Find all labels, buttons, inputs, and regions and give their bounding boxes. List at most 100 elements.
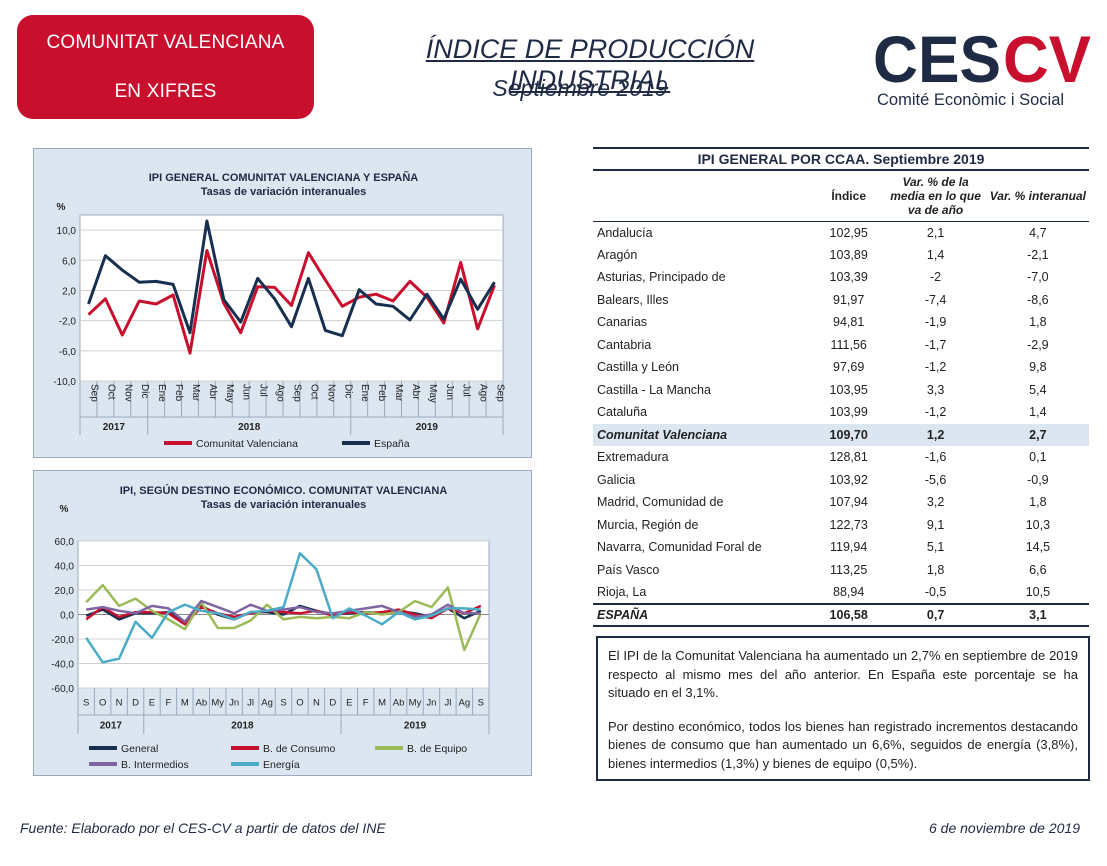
col-header-var-interanual: Var. % interanual — [986, 170, 1089, 222]
table-cell-value: -7,4 — [924, 292, 947, 307]
year-label: 2018 — [238, 422, 261, 433]
cescv-logo-mark: CES CV — [873, 28, 1091, 88]
x-tick-label: S — [83, 698, 89, 709]
table-cell-value: -0,9 — [1027, 472, 1049, 487]
x-tick-label: Jn — [229, 698, 239, 709]
table-row: Aragón 103,89 1,4 -2,1 — [593, 244, 1089, 267]
table-row: País Vasco 113,25 1,8 6,6 — [593, 559, 1089, 582]
year-label: 2019 — [404, 721, 427, 732]
table-row: Galicia 103,92 -5,6 -0,9 — [593, 469, 1089, 492]
x-tick-label: Jn — [426, 698, 436, 709]
table-cell-value: 0,1 — [1029, 450, 1047, 465]
x-tick-label: Jl — [247, 698, 254, 709]
chart-general-svg: IPI GENERAL COMUNITAT VALENCIANA Y ESPAÑ… — [53, 171, 505, 450]
table-cell-value: 102,95 — [829, 225, 868, 240]
x-tick-label: E — [149, 698, 155, 709]
table-title: IPI GENERAL POR CCAA. Septiembre 2019 — [593, 147, 1089, 171]
chart-subtitle: Tasas de variación interanuales — [201, 186, 366, 198]
table-cell-value: 3,3 — [926, 382, 945, 397]
x-tick-label: Jl — [444, 698, 451, 709]
x-tick-label: Jun — [444, 384, 455, 400]
x-tick-label: Feb — [376, 384, 387, 402]
table-cell-value: 103,39 — [829, 270, 868, 285]
table-row: ESPAÑA 106,58 0,7 3,1 — [593, 602, 1089, 627]
x-tick-label: N — [116, 698, 123, 709]
x-tick-label: Ag — [261, 698, 273, 709]
x-tick-label: Jul — [461, 384, 472, 397]
table-cell-region: Canarias — [597, 315, 648, 330]
y-tick-label: -10,0 — [53, 377, 76, 388]
table-cell-value: 3,2 — [926, 495, 945, 510]
table-cell-region: Andalucía — [597, 225, 653, 240]
table-cell-value: -7,0 — [1027, 270, 1049, 285]
y-axis-unit-label: % — [60, 504, 69, 515]
x-tick-label: N — [313, 698, 320, 709]
table-row: Andalucía 102,95 2,1 4,7 — [593, 221, 1089, 244]
table-cell-value: 0,7 — [884, 602, 987, 627]
chart-subtitle: Tasas de variación interanuales — [201, 499, 366, 511]
x-tick-label: Dic — [139, 384, 150, 398]
badge-line-1: COMUNITAT VALENCIANA — [46, 32, 285, 53]
x-tick-label: Ab — [393, 698, 405, 709]
series-line-comunitat-valenciana — [87, 249, 496, 355]
chart-panel-general: IPI GENERAL COMUNITAT VALENCIANA Y ESPAÑ… — [33, 148, 532, 458]
table-cell-region: Comunitat Valenciana — [593, 423, 813, 446]
table-cell-value: -1,9 — [924, 315, 947, 330]
table-cell-value: 113,25 — [830, 562, 868, 577]
ccaa-table: IPI GENERAL POR CCAA. Septiembre 2019 Ín… — [593, 147, 1089, 627]
page-subtitle: Septiembre 2019 — [492, 75, 668, 101]
table-cell-region: Asturias, Principado de — [597, 270, 726, 285]
x-tick-label: E — [346, 698, 352, 709]
y-tick-label: -20,0 — [51, 635, 74, 646]
y-tick-label: -6,0 — [59, 347, 77, 358]
table-cell-value: -0,5 — [924, 584, 947, 599]
x-tick-label: Ago — [478, 384, 489, 402]
table-cell-value: 10,3 — [1025, 517, 1051, 532]
y-tick-label: -60,0 — [51, 684, 74, 695]
x-tick-label: Nov — [122, 384, 133, 402]
table-cell-region: Cantabria — [597, 337, 652, 352]
table-cell-value: 106,58 — [812, 602, 885, 627]
table-row: Castilla y León 97,69 -1,2 9,8 — [593, 356, 1089, 379]
summary-box: El IPI de la Comunitat Valenciana ha aum… — [596, 636, 1090, 781]
table-header-row: Índice Var. % de la media en lo que va d… — [593, 170, 1089, 222]
x-tick-label: Ene — [359, 384, 370, 402]
table-cell-value: -1,2 — [924, 405, 947, 420]
table-cell-value: 91,97 — [833, 292, 865, 307]
x-tick-label: Abr — [207, 384, 218, 400]
x-tick-label: Feb — [173, 384, 184, 402]
legend-label: Comunitat Valenciana — [196, 438, 298, 450]
table-row: Navarra, Comunidad Foral de 119,94 5,1 14,5 — [593, 536, 1089, 559]
table-cell-value: 9,1 — [926, 517, 945, 532]
year-label: 2018 — [231, 721, 254, 732]
table-cell-value: 1,8 — [926, 562, 945, 577]
x-tick-label: Ene — [156, 384, 167, 402]
table-cell-value: 9,8 — [1029, 360, 1047, 375]
legend-label: Energía — [263, 759, 300, 771]
cescv-logo: CES CV Comité Econòmic i Social — [873, 28, 1098, 113]
series-line-espana — [87, 219, 496, 338]
table-cell-value: 1,4 — [926, 247, 945, 262]
table-cell-value: 119,94 — [830, 540, 868, 555]
col-header-var-media: Var. % de la media en lo que va de año — [884, 170, 987, 222]
table-cell-value: 1,2 — [884, 423, 987, 446]
x-tick-label: Ago — [275, 384, 286, 402]
x-tick-label: Nov — [325, 384, 336, 402]
table-cell-region: País Vasco — [597, 562, 660, 577]
x-tick-label: May — [224, 384, 235, 403]
legend-label: General — [121, 743, 158, 755]
table-cell-value: 1,4 — [1029, 405, 1047, 420]
table-cell-value: -5,6 — [924, 472, 947, 487]
table-cell-value: 128,81 — [829, 450, 868, 465]
table-cell-value: 10,5 — [1025, 584, 1051, 599]
x-tick-label: Jun — [241, 384, 252, 400]
table-row: Extremadura 128,81 -1,6 0,1 — [593, 446, 1089, 469]
table-cell-value: -2,1 — [1027, 247, 1049, 262]
x-tick-label: O — [99, 698, 106, 709]
table-cell-value: -2 — [930, 270, 942, 285]
table-cell-region: ESPAÑA — [593, 602, 813, 627]
table-cell-value: 103,89 — [829, 247, 868, 262]
y-tick-label: 20,0 — [55, 586, 75, 597]
series-line-b-intermedios — [86, 599, 481, 624]
x-tick-label: Sep — [292, 384, 303, 402]
